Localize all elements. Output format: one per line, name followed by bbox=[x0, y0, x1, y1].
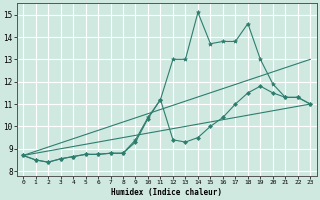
X-axis label: Humidex (Indice chaleur): Humidex (Indice chaleur) bbox=[111, 188, 222, 197]
